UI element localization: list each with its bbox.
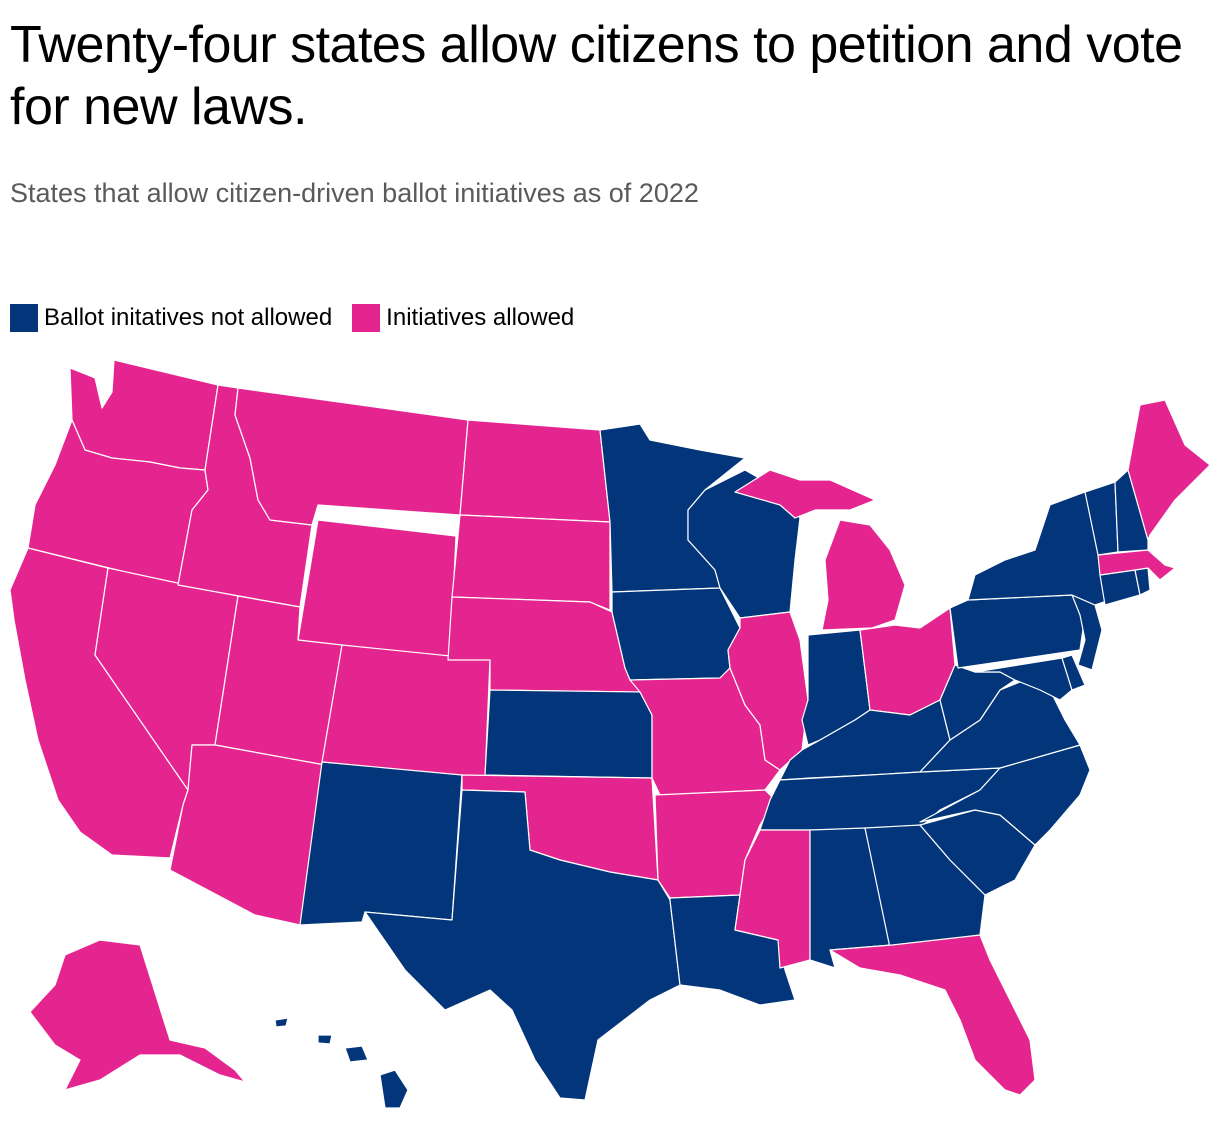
- legend-item-allowed: Initiatives allowed: [352, 304, 574, 332]
- state-AK: [29, 939, 246, 1091]
- state-WY: [297, 519, 457, 663]
- state-MI: [821, 519, 906, 631]
- us-map: [0, 340, 1220, 1124]
- legend-swatch-allowed: [352, 304, 381, 332]
- state-HI-islands: [274, 1017, 369, 1063]
- legend: Ballot initatives not allowed Initiative…: [10, 304, 594, 332]
- state-AZ: [169, 744, 326, 926]
- legend-swatch-not-allowed: [10, 304, 38, 332]
- legend-label-not-allowed: Ballot initatives not allowed: [44, 304, 333, 331]
- chart-subtitle: States that allow citizen-driven ballot …: [10, 178, 699, 208]
- legend-label-allowed: Initiatives allowed: [386, 304, 575, 331]
- state-IA: [611, 587, 741, 681]
- state-NJ: [1071, 594, 1103, 671]
- state-NC: [919, 744, 1091, 846]
- us-map-svg: [9, 359, 1211, 1109]
- legend-item-not-allowed: Ballot initatives not allowed: [10, 304, 332, 332]
- state-ND: [459, 419, 611, 523]
- state-CO: [321, 644, 491, 779]
- state-KS: [484, 689, 653, 779]
- state-TN: [759, 767, 1001, 831]
- state-SD: [451, 514, 611, 611]
- state-ME: [1127, 399, 1211, 541]
- state-MI-UP: [734, 469, 876, 519]
- state-HI: [379, 1069, 409, 1109]
- state-DE: [1061, 654, 1086, 691]
- chart-title: Twenty-four states allow citizens to pet…: [10, 16, 1183, 136]
- state-FL: [829, 934, 1036, 1096]
- state-TX: [364, 789, 681, 1101]
- state-NH: [1114, 469, 1149, 553]
- state-MA: [1097, 549, 1176, 581]
- state-CT: [1099, 569, 1141, 606]
- state-IL: [727, 611, 809, 771]
- state-NM: [299, 761, 463, 926]
- state-MT: [234, 387, 469, 526]
